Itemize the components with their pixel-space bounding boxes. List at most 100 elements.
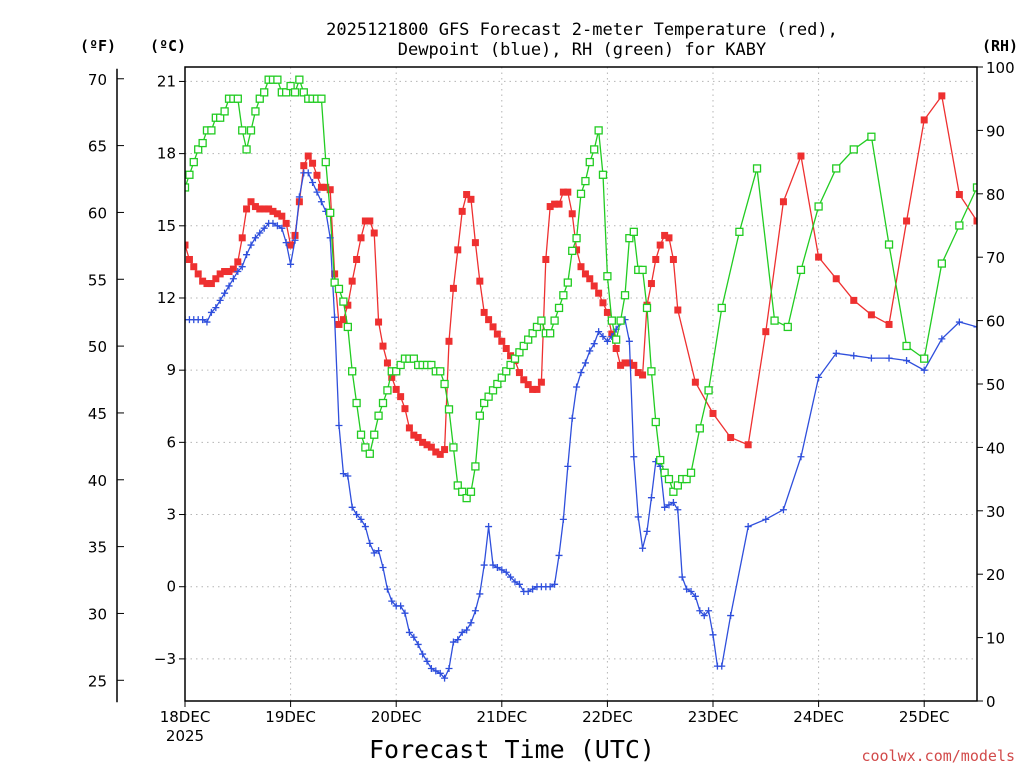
temperature-point [1009,275,1016,282]
dewpoint-point [599,332,607,340]
relative-humidity-point [334,284,344,294]
dewpoint-point [678,573,686,581]
temperature-point [669,255,677,263]
dewpoint-point [885,354,893,362]
temperature-point [762,328,770,336]
dewpoint-point [832,349,840,357]
temperature-point [185,241,189,249]
dewpoint-point [955,318,963,326]
series-layer [185,75,1016,682]
temperature-point [634,369,642,377]
temperature-point [691,378,699,386]
celsius-tick-label: 3 [166,506,176,524]
dewpoint-point [260,224,268,232]
relative-humidity-point [260,88,269,97]
relative-humidity-point [185,183,190,192]
rh-tick-label: 50 [986,376,1005,394]
relative-humidity-point [251,107,260,116]
dewpoint-point [476,590,484,598]
relative-humidity-point [528,329,537,338]
dewpoint-point [797,453,805,461]
temperature-point [445,337,453,345]
dewpoint-point [335,422,343,430]
chart-title-line1: 2025121800 GFS Forecast 2-meter Temperat… [326,20,838,40]
temperature-point [278,212,286,220]
temperature-point [559,188,567,196]
temperature-point [577,263,585,271]
relative-humidity-point [991,152,998,159]
relative-humidity-point [686,468,696,477]
relative-humidity-point [796,265,806,275]
dewpoint-point [383,585,391,593]
temperature-point [335,320,343,328]
relative-humidity-point [638,265,647,275]
dewpoint-point [427,665,435,673]
dewpoint-point [762,515,770,523]
dewpoint-point [449,638,457,646]
dewpoint-point [366,539,374,547]
temperature-point [216,270,224,278]
dewpoint-point [529,585,537,593]
x-tick-label: 19DEC [265,708,316,726]
temperature-point [542,255,550,263]
relative-humidity-point [242,145,251,154]
relative-humidity-point [282,88,291,97]
temperature-point [414,434,422,442]
dewpoint-point [207,308,215,316]
dewpoint-point [432,667,440,675]
temperature-point [815,253,823,261]
relative-humidity-point [559,291,568,300]
temperature-point [555,200,563,208]
relative-humidity-point [207,126,216,135]
relative-humidity-point [519,341,528,351]
relative-humidity-point [647,367,656,376]
dewpoint-point [317,198,325,206]
relative-humidity-point [317,94,326,103]
relative-humidity-point [651,417,660,427]
temperature-point [436,450,444,458]
grid-lines [185,67,977,701]
temperature-point [194,270,202,278]
relative-humidity-point [563,278,572,287]
dewpoint-point [467,619,475,627]
celsius-tick-label: 18 [157,145,176,163]
temperature-point [361,217,369,225]
temperature-point [920,116,928,124]
dewpoint-point [331,313,339,321]
dewpoint-point [291,236,299,244]
temperature-point [366,217,374,225]
relative-humidity-point [471,462,480,471]
dewpoint-point [309,178,317,186]
dewpoint-point [493,563,501,571]
celsius-tick-label: 21 [157,72,176,90]
relative-humidity-point [436,367,445,376]
relative-humidity-point [664,474,674,484]
temperature-point [234,258,242,266]
temperature-point [652,255,660,263]
temperature-point [309,159,317,167]
relative-humidity-point [620,291,630,300]
relative-humidity-point [832,164,841,173]
temperature-point [432,448,440,456]
temperature-point [225,268,233,276]
relative-humidity-point [502,367,511,376]
dewpoint-point [370,549,378,557]
rh-tick-label: 70 [986,249,1005,267]
temperature-point [779,198,787,206]
relative-humidity-point [884,240,894,249]
relative-humidity-point [506,360,515,370]
dewpoint-point [573,383,581,391]
relative-humidity-point [550,316,559,325]
temperature-point [287,241,295,249]
dewpoint-point [639,544,647,552]
dewpoint-point [221,289,229,297]
relative-humidity-point [546,329,555,338]
temperature-point [938,92,946,100]
relative-humidity-point [220,107,229,116]
relative-humidity-point [920,354,929,363]
relative-humidity-point [695,424,704,433]
relative-humidity-point [581,176,590,186]
temperature-point [370,229,378,237]
temperature-point [427,443,435,451]
temperature-point [568,210,576,218]
